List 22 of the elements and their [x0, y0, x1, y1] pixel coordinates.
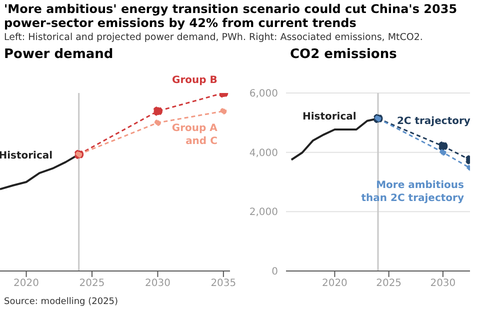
series-label: Group A and C: [172, 123, 218, 148]
x-tick-label: 2030: [144, 278, 170, 290]
x-tick-label: 2025: [376, 278, 402, 290]
y-tick-label: 6,000: [249, 88, 278, 100]
source-note: Source: modelling (2025): [3, 296, 120, 309]
x-tick-label: 2020: [14, 278, 40, 290]
series-label: More ambitious than 2C trajectory: [361, 180, 464, 204]
series-label: Group B: [172, 75, 218, 86]
series-label: Historical: [0, 150, 53, 162]
text: 'More ambitious' energy transition scenario could cut China's 2035 power-sector emissions by 42% from current trends: [3, 1, 458, 30]
x-tick-label: 2025: [79, 278, 105, 290]
y-tick-label: 2,000: [249, 207, 278, 218]
x-tick-label: 2035: [210, 278, 236, 290]
text: Left: Historical and projected power demand, PWh. Right: Associated emissions, MtCO2.: [3, 31, 424, 45]
x-tick-label: 2020: [322, 278, 348, 290]
y-tick-label: 4,000: [249, 148, 278, 159]
chart-title: CO2 emissions: [289, 47, 398, 63]
series-label: 2C trajectory: [396, 116, 471, 128]
x-tick-label: 2030: [430, 278, 456, 290]
chart-title: Power demand: [3, 47, 114, 63]
series-label: Historical: [302, 111, 356, 122]
y-tick-label: 0: [272, 266, 278, 278]
